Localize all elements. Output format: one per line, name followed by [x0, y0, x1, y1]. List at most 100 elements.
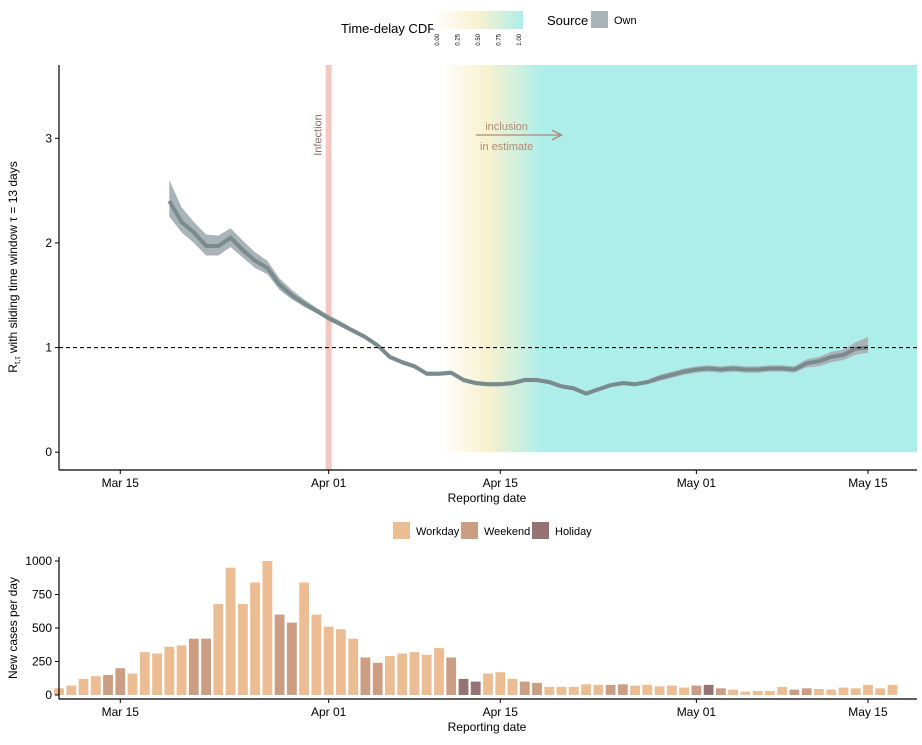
x-tick-label: May 15 — [848, 705, 888, 719]
legend-key-weekend — [461, 522, 478, 539]
bottom-y-ticks: 0 250 500 750 1000 — [25, 554, 59, 702]
case-bar — [78, 678, 89, 695]
cdf-tick-label: 0.00 — [435, 33, 441, 45]
case-bar — [519, 681, 530, 695]
source-legend-label-own: Own — [614, 15, 637, 27]
case-bar — [470, 681, 481, 695]
case-bar — [188, 638, 199, 695]
cdf-tick-label: 0.25 — [456, 33, 462, 45]
case-bar — [568, 686, 579, 695]
legend-label-weekend: Weekend — [484, 526, 530, 538]
y-tick-label: 0 — [45, 688, 52, 702]
bottom-x-ticks: Mar 15 Apr 01 Apr 15 May 01 May 15 — [102, 699, 888, 719]
case-bar — [90, 676, 101, 695]
x-tick-label: Apr 15 — [483, 476, 519, 490]
case-bar — [115, 668, 126, 695]
cdf-tick-label: 0.75 — [497, 33, 503, 45]
case-bar — [360, 657, 371, 695]
case-bar — [495, 672, 506, 695]
bottom-legend: Workday Weekend Holiday — [393, 522, 592, 539]
case-bar — [483, 673, 493, 695]
x-tick-label: Apr 15 — [483, 705, 519, 719]
case-bar — [397, 653, 408, 695]
y-tick-label: 2 — [45, 236, 52, 250]
case-bar — [66, 685, 77, 695]
case-bar — [421, 654, 432, 695]
case-bar — [556, 686, 567, 695]
infection-marker-label: Infection — [313, 114, 325, 156]
source-legend-title: Source — [547, 13, 588, 28]
case-bar — [152, 653, 162, 695]
case-bar — [336, 629, 346, 695]
x-tick-label: Apr 01 — [311, 476, 347, 490]
case-bar — [262, 561, 273, 695]
y-title-subscript: t,τ — [13, 356, 22, 364]
case-bar — [311, 614, 322, 695]
y-title-main: R — [6, 364, 20, 373]
case-bar — [103, 674, 113, 695]
cdf-tick-label: 0.50 — [476, 33, 482, 45]
case-bar — [250, 582, 260, 695]
inclusion-label-line1: inclusion — [485, 121, 528, 133]
legend-key-holiday — [532, 522, 549, 539]
case-bar — [593, 684, 604, 695]
r-median-line — [167, 199, 869, 396]
case-bar — [274, 614, 285, 695]
inclusion-label-line2: in estimate — [480, 141, 533, 153]
case-bar — [716, 688, 726, 695]
cdf-background-shading — [438, 65, 917, 453]
r-estimate-panel: Infection inclusion in estimate 0 1 2 3 Mar… — [6, 65, 917, 505]
case-bar — [814, 689, 824, 695]
case-bar — [789, 689, 800, 695]
case-bar — [544, 686, 555, 695]
x-tick-label: Mar 15 — [102, 476, 140, 490]
case-bar — [691, 685, 702, 695]
case-bar — [850, 688, 861, 695]
case-bar — [777, 686, 788, 695]
cdf-legend-ticks: 0.00 0.25 0.50 0.75 1.00 — [435, 33, 523, 45]
case-bar — [838, 687, 849, 695]
case-bar — [348, 638, 359, 695]
case-bar — [434, 648, 444, 695]
case-bar — [630, 685, 640, 695]
case-bar — [765, 691, 775, 695]
daily-cases-bars — [54, 561, 898, 695]
y-tick-label: 1000 — [25, 554, 52, 568]
case-bar — [201, 638, 211, 695]
top-y-ticks: 0 1 2 3 — [45, 131, 59, 459]
cdf-tick-label: 1.00 — [517, 33, 523, 45]
y-tick-label: 0 — [45, 445, 52, 459]
case-bar — [164, 646, 175, 695]
top-legend: Time-delay CDF 0.00 0.25 0.50 0.75 1.00 Sour… — [341, 11, 637, 46]
source-legend-key-own — [591, 11, 608, 28]
case-bar — [728, 689, 738, 695]
legend-key-workday — [393, 522, 410, 539]
x-tick-label: May 01 — [677, 476, 717, 490]
case-bar — [139, 652, 150, 695]
x-tick-label: May 15 — [848, 476, 888, 490]
case-bar — [679, 687, 689, 695]
legend-label-workday: Workday — [416, 526, 460, 538]
top-x-axis-title: Reporting date — [448, 491, 527, 505]
case-bar — [385, 656, 395, 695]
case-bar — [372, 662, 383, 695]
case-bar — [238, 603, 248, 695]
cdf-legend-title: Time-delay CDF — [341, 21, 435, 36]
case-bar — [458, 678, 469, 695]
y-tick-label: 250 — [32, 654, 52, 668]
case-bar — [642, 684, 653, 695]
y-tick-label: 500 — [32, 621, 52, 635]
case-bar — [287, 622, 297, 695]
x-tick-label: Mar 15 — [102, 705, 140, 719]
case-bar — [863, 684, 873, 695]
case-bar — [409, 652, 420, 695]
case-bar — [875, 688, 886, 695]
case-bar — [213, 603, 224, 695]
legend-label-holiday: Holiday — [555, 526, 592, 538]
case-bar — [654, 686, 665, 695]
case-bar — [127, 673, 138, 695]
cdf-shaded-area — [438, 65, 917, 453]
